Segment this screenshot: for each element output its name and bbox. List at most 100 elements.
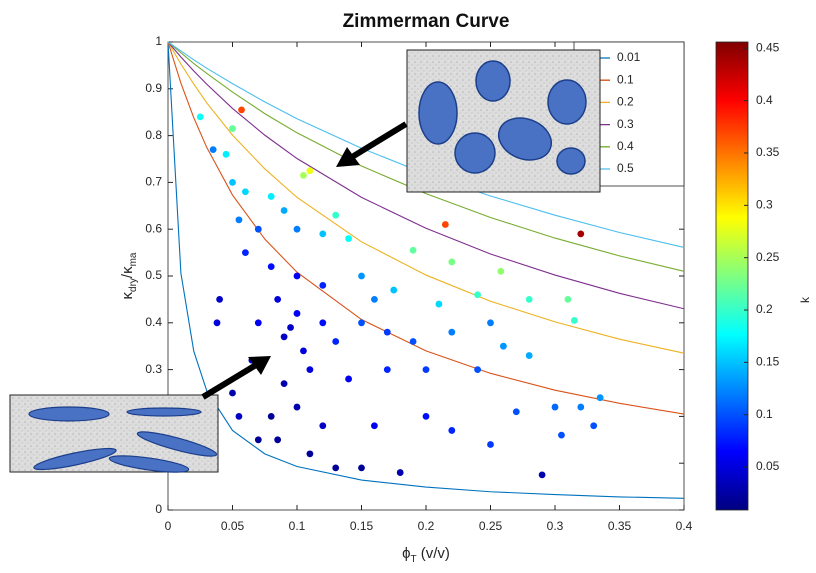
data-point	[287, 324, 294, 331]
data-point	[487, 441, 494, 448]
x-axis-label: ϕT (v/v)	[402, 545, 450, 565]
data-point	[229, 179, 236, 186]
colorbar-tick-label: 0.4	[756, 93, 773, 107]
inset-round-pores	[406, 49, 601, 193]
data-point	[319, 230, 327, 238]
data-point	[558, 431, 565, 439]
data-point	[422, 413, 430, 420]
x-label-part: (v/v)	[417, 545, 450, 562]
data-point	[242, 249, 249, 256]
data-point	[409, 246, 417, 254]
legend-label: 0.1	[617, 72, 634, 86]
data-point	[300, 171, 307, 179]
data-point	[345, 375, 352, 383]
x-tick-label: 0.05	[221, 519, 245, 533]
data-point	[525, 352, 533, 359]
data-point	[448, 328, 456, 336]
zimmerman-curve	[167, 41, 685, 248]
data-point	[570, 317, 578, 324]
colorbar	[715, 41, 749, 511]
x-tick-label: 0.4	[676, 519, 693, 533]
data-point	[422, 366, 430, 373]
pore	[497, 117, 553, 161]
crack	[33, 447, 117, 471]
y-tick-label: 0.5	[145, 268, 162, 282]
x-tick-label: 0	[165, 519, 172, 533]
data-point	[306, 366, 314, 373]
data-point	[441, 221, 449, 228]
data-point	[274, 436, 282, 444]
zimmerman-curve	[167, 41, 685, 310]
pore	[418, 81, 458, 145]
pore	[556, 147, 586, 175]
data-point	[358, 272, 365, 280]
colorbar-tick-label: 0.35	[756, 145, 780, 159]
x-tick-label: 0.15	[350, 519, 374, 533]
data-point	[209, 146, 217, 154]
data-point	[332, 464, 340, 472]
colorbar-tick-label: 0.3	[756, 198, 773, 212]
crack	[28, 406, 110, 422]
crack	[126, 407, 202, 417]
data-point	[525, 296, 533, 303]
y-tick-label: 1	[155, 34, 162, 48]
data-point	[448, 427, 456, 434]
legend-label: 0.5	[617, 161, 634, 175]
x-label-sub: T	[410, 554, 416, 565]
data-point	[332, 338, 340, 345]
data-point	[551, 403, 559, 411]
y-axis-label: κdry/κma	[119, 252, 139, 299]
data-point	[371, 422, 378, 430]
arrow-shaft	[201, 362, 258, 400]
legend-label: 0.01	[617, 50, 641, 64]
y-label-sub: ma	[128, 252, 139, 266]
data-point	[293, 225, 301, 233]
colorbar-tick-label: 0.45	[756, 40, 780, 54]
pore	[547, 79, 587, 125]
data-point	[448, 258, 456, 266]
colorbar-tick-label: 0.25	[756, 250, 780, 264]
data-point	[267, 413, 275, 420]
data-point	[196, 113, 204, 121]
arrow-head	[248, 356, 271, 375]
data-point	[390, 286, 398, 294]
data-point	[319, 319, 327, 327]
data-point	[280, 380, 288, 388]
data-point	[497, 267, 505, 275]
data-point	[274, 296, 282, 303]
crack	[108, 455, 190, 473]
legend-label: 0.4	[617, 139, 634, 153]
data-point	[577, 403, 585, 411]
y-tick-label: 0.7	[145, 175, 162, 189]
x-tick-label: 0.35	[608, 519, 632, 533]
data-point	[254, 319, 262, 327]
data-point	[242, 188, 249, 196]
x-tick-label: 0.25	[479, 519, 503, 533]
zimmerman-curve	[167, 41, 685, 354]
data-point	[474, 291, 481, 299]
data-point	[254, 436, 262, 444]
arrow-head	[336, 147, 360, 167]
data-point	[396, 469, 404, 476]
data-point	[238, 106, 245, 114]
colorbar-label: k	[798, 296, 812, 303]
y-tick-label: 0.6	[145, 221, 162, 235]
data-point	[409, 338, 417, 345]
y-tick-label: 0	[155, 502, 162, 516]
data-point	[229, 389, 236, 397]
data-point	[487, 319, 494, 327]
data-point	[235, 413, 243, 420]
data-point	[254, 225, 262, 233]
data-point	[213, 319, 221, 327]
arrow-shaft	[350, 121, 408, 160]
y-label-part: κ	[119, 291, 136, 299]
data-point	[564, 296, 572, 303]
x-label-part: ϕ	[402, 545, 410, 562]
x-tick-label: 0.1	[289, 519, 306, 533]
data-point	[280, 207, 288, 214]
data-point	[229, 125, 236, 132]
zimmerman-curve	[167, 41, 685, 499]
colorbar-tick-label: 0.15	[756, 355, 780, 369]
